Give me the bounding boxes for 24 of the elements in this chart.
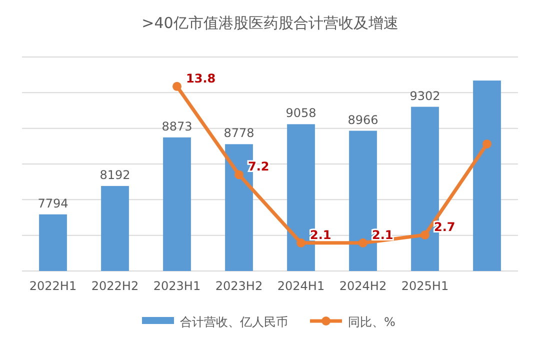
data-label: 9302 — [410, 88, 440, 103]
x-tick-label: 2024H2 — [339, 279, 387, 293]
data-label: 8966 — [348, 112, 378, 127]
data-label: 9058 — [286, 106, 316, 120]
point — [358, 238, 368, 248]
point — [234, 170, 244, 180]
title: >40亿市值港股医药股合计营收及增速 — [142, 14, 398, 32]
point — [172, 82, 182, 91]
x-tick-label: 2022H2 — [91, 279, 139, 293]
x-tick-label: 2024H1 — [277, 279, 325, 293]
data-label: 8873 — [162, 119, 192, 134]
point — [420, 230, 430, 240]
data-label: 8192 — [100, 168, 130, 182]
data-label: 8778 — [224, 126, 254, 140]
data-label: 7794 — [38, 196, 68, 210]
x-tick-label: 2023H1 — [153, 279, 201, 293]
x-tick-label: 2022H1 — [29, 279, 77, 293]
point — [296, 238, 306, 248]
point — [482, 139, 492, 148]
legend-label: 同比、% — [348, 315, 396, 329]
x-tick-label: 2025H1 — [401, 279, 449, 293]
legend-label: 合计营收、亿人民币 — [180, 315, 288, 329]
data-label: 13.8 — [186, 71, 216, 86]
x-tick-label: 2023H2 — [215, 279, 263, 293]
